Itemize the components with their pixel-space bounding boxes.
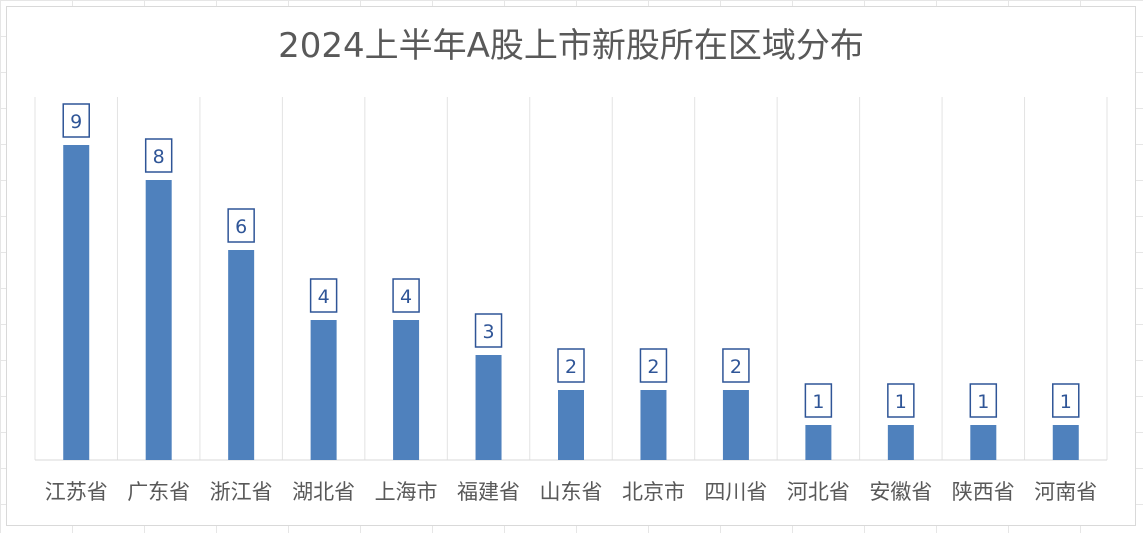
data-label: 2 — [647, 356, 659, 378]
data-label: 1 — [812, 391, 824, 413]
x-tick-label: 广东省 — [127, 480, 190, 504]
data-label-box — [62, 103, 90, 138]
x-tick-label: 福建省 — [457, 480, 520, 504]
data-label-box — [144, 138, 173, 173]
x-tick-label: 河南省 — [1034, 480, 1097, 504]
x-tick-label: 湖北省 — [292, 480, 355, 504]
data-label: 2 — [730, 356, 742, 378]
data-label-box — [969, 383, 998, 418]
bar — [475, 355, 502, 460]
x-tick-label: 江苏省 — [45, 480, 108, 504]
bar — [805, 425, 832, 460]
x-tick-label: 山东省 — [540, 480, 603, 504]
data-label-box — [1052, 383, 1080, 418]
bar — [393, 320, 420, 460]
x-tick-label: 安徽省 — [869, 480, 932, 504]
x-tick-label: 河北省 — [787, 480, 850, 504]
bar — [63, 145, 90, 460]
bar — [887, 425, 914, 460]
bar — [970, 425, 997, 460]
data-label-box — [887, 383, 915, 418]
data-label: 4 — [318, 286, 330, 308]
x-tick-label: 上海市 — [375, 480, 438, 504]
bar — [1052, 425, 1079, 460]
x-tick-label: 陕西省 — [952, 480, 1015, 504]
bar — [228, 250, 255, 460]
data-label: 8 — [153, 146, 165, 168]
x-tick-label: 浙江省 — [210, 480, 273, 504]
bar — [310, 320, 337, 460]
bar — [558, 390, 584, 460]
data-label: 3 — [482, 321, 494, 343]
data-label: 1 — [895, 391, 907, 413]
data-label: 6 — [235, 216, 247, 238]
data-label-box — [557, 348, 585, 383]
chart-title: 2024上半年A股上市新股所在区域分布 — [278, 26, 864, 66]
data-label-box — [474, 313, 503, 348]
bar — [145, 180, 172, 460]
data-label-box — [804, 383, 833, 418]
x-tick-label: 北京市 — [622, 480, 685, 504]
data-label: 9 — [70, 111, 82, 133]
data-label: 1 — [1060, 391, 1072, 413]
data-label: 1 — [977, 391, 989, 413]
data-label-box — [392, 278, 420, 313]
data-label-box — [722, 348, 750, 383]
data-label: 2 — [565, 356, 577, 378]
x-tick-label: 四川省 — [704, 480, 767, 504]
bar — [640, 390, 667, 460]
data-label: 4 — [400, 286, 412, 308]
data-label-box — [639, 348, 668, 383]
bar — [722, 390, 749, 460]
data-label-box — [309, 278, 338, 313]
data-label-box — [227, 208, 255, 243]
